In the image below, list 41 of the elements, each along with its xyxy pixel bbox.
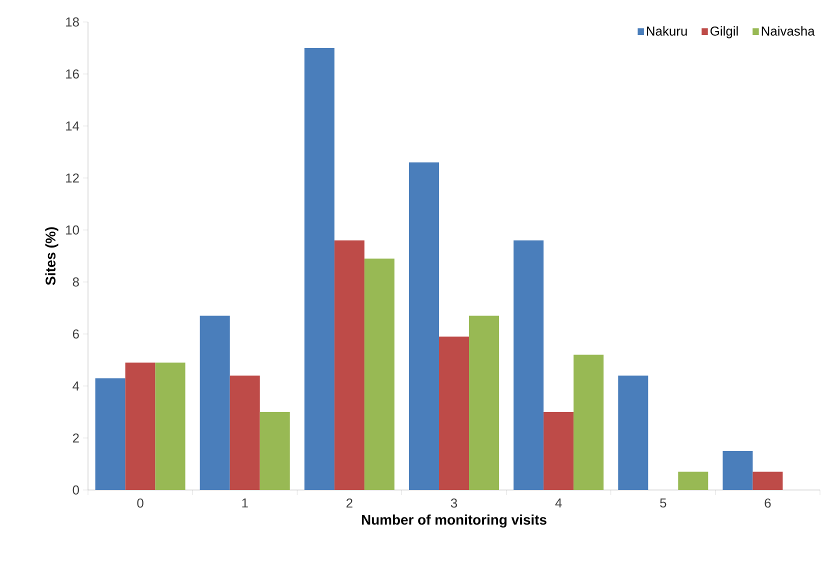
y-tick-label: 14 <box>66 122 80 130</box>
x-tick-label: 1 <box>242 498 248 508</box>
legend-label: Gilgil <box>710 26 738 38</box>
x-tick-label: 3 <box>450 498 458 508</box>
bar <box>409 162 439 490</box>
legend-label: Naivasha <box>762 26 815 36</box>
y-tick-label: 10 <box>66 225 79 235</box>
bar <box>95 378 126 490</box>
bar <box>574 354 604 490</box>
bar <box>678 472 708 490</box>
y-axis-title: Sites (%) <box>45 227 58 286</box>
y-tick-label: 0 <box>72 485 79 495</box>
x-tick-label: 0 <box>137 498 144 508</box>
legend-label: Nakuru <box>646 26 687 36</box>
bar <box>334 240 364 490</box>
bar <box>230 376 260 490</box>
y-tick-label: 16 <box>66 69 79 79</box>
bar <box>469 316 499 490</box>
bar <box>200 316 230 490</box>
y-tick-label: 18 <box>66 17 79 27</box>
bar <box>618 376 648 490</box>
bar <box>439 336 469 490</box>
bar <box>722 451 753 490</box>
bar <box>514 240 544 490</box>
bar <box>260 412 290 490</box>
x-tick-label: 4 <box>555 498 562 508</box>
bar <box>752 472 783 490</box>
y-tick-label: 8 <box>72 277 79 287</box>
x-tick-label: 6 <box>764 498 771 508</box>
bar <box>304 48 334 490</box>
bar <box>544 412 574 490</box>
x-tick-label: 2 <box>346 498 352 508</box>
y-tick-label: 4 <box>72 382 80 390</box>
bar <box>364 258 394 490</box>
y-tick-label: 6 <box>72 329 79 339</box>
y-tick-label: 12 <box>66 173 79 183</box>
x-tick-label: 5 <box>660 498 666 508</box>
bar <box>125 362 156 490</box>
bar <box>155 362 186 490</box>
y-tick-label: 2 <box>72 433 79 443</box>
x-axis-title: Number of monitoring visits <box>362 514 546 528</box>
